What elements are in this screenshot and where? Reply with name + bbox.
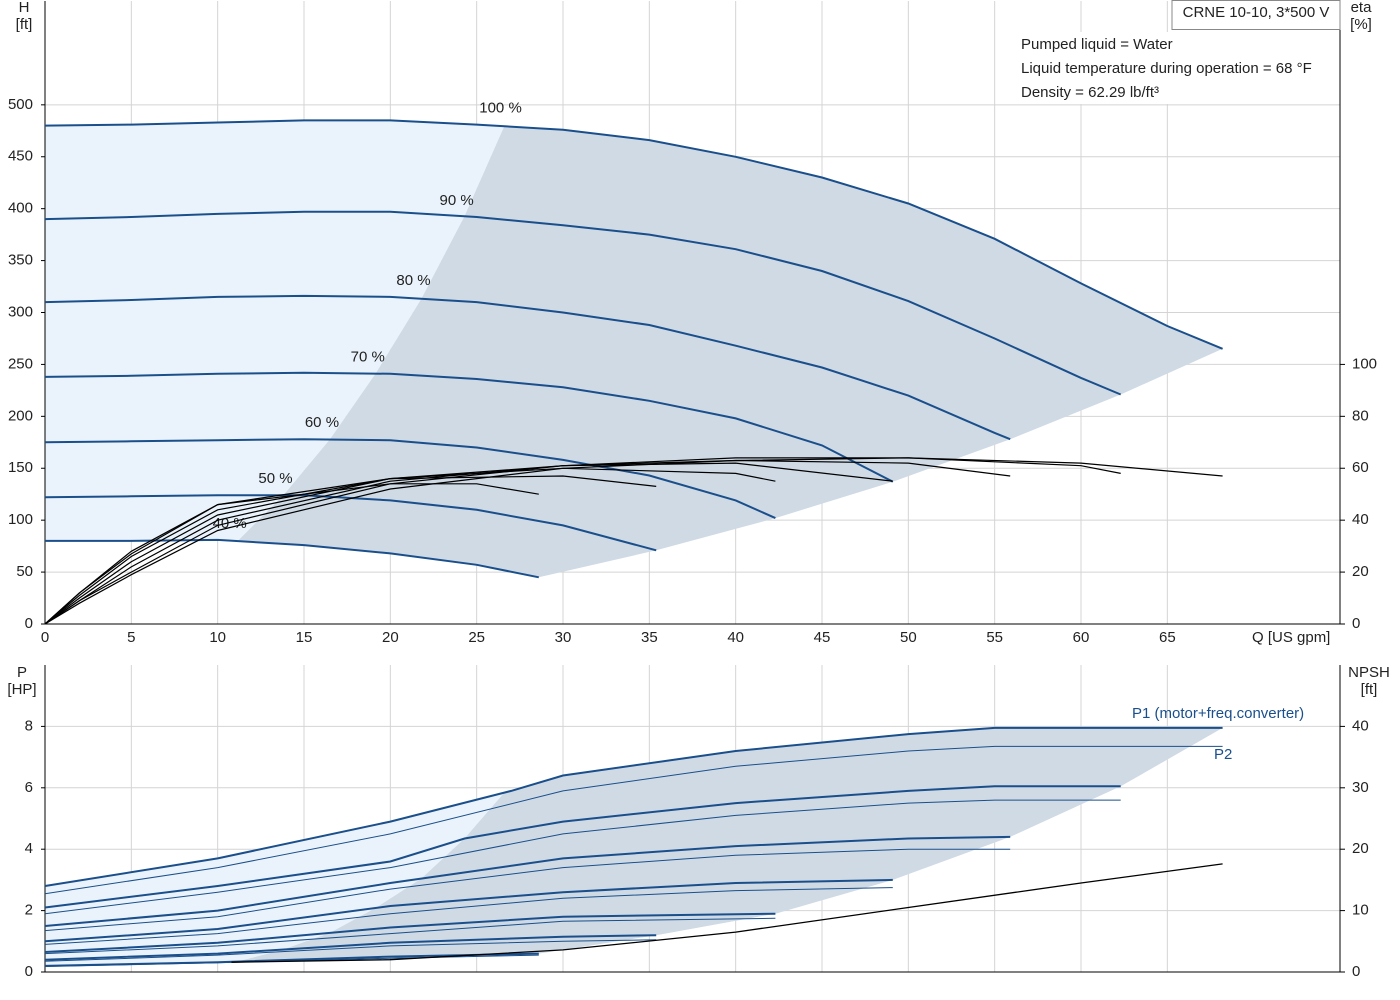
y2-tick-label: 100 (1352, 355, 1377, 372)
y-tick-label: 450 (8, 148, 33, 165)
curve (44, 726, 1223, 887)
y-tick-label: 2 (25, 902, 33, 919)
notes-box (1017, 32, 1339, 104)
y-tick-label: 100 (8, 511, 33, 528)
note: Density = 62.29 lb/ft³ (1021, 84, 1159, 101)
y2-tick-label: 10 (1352, 902, 1369, 919)
y2-tick-label: 0 (1352, 615, 1360, 632)
curve (44, 483, 539, 625)
y2-tick-label: 80 (1352, 407, 1369, 424)
curve-label: 50 % (258, 470, 292, 487)
curve (44, 835, 1011, 927)
curve (44, 887, 893, 945)
curve-label: 90 % (440, 192, 474, 209)
curve (44, 459, 1011, 625)
x-tick-label: 55 (986, 629, 1003, 646)
y2-tick-label: 0 (1352, 963, 1360, 980)
x-axis-label: Q [US gpm] (1252, 629, 1330, 646)
y2-tick-label: 20 (1352, 840, 1369, 857)
curve (44, 462, 893, 625)
y2-axis-label: [ft] (1361, 681, 1378, 698)
x-tick-label: 0 (41, 629, 49, 646)
y-tick-label: 6 (25, 779, 33, 796)
y2-axis-label: eta (1351, 0, 1373, 16)
y2-tick-label: 30 (1352, 779, 1369, 796)
x-tick-label: 65 (1159, 629, 1176, 646)
curve (44, 785, 1121, 909)
y-tick-label: 500 (8, 96, 33, 113)
y-tick-label: 400 (8, 200, 33, 217)
curve (44, 119, 1223, 350)
y2-tick-label: 60 (1352, 459, 1369, 476)
extended-range (45, 120, 505, 542)
y-axis-label: [HP] (7, 681, 36, 698)
curve (44, 371, 894, 483)
x-tick-label: 15 (296, 629, 313, 646)
curve (44, 438, 776, 520)
y-tick-label: 350 (8, 252, 33, 269)
y2-axis-label: [%] (1350, 16, 1372, 33)
x-tick-label: 10 (209, 629, 226, 646)
y-tick-label: 150 (8, 459, 33, 476)
y-tick-label: 200 (8, 407, 33, 424)
y2-tick-label: 40 (1352, 511, 1369, 528)
curve (44, 934, 657, 961)
x-tick-label: 35 (641, 629, 658, 646)
x-tick-label: 20 (382, 629, 399, 646)
curve (44, 878, 893, 943)
curve (44, 939, 657, 962)
curve (44, 745, 1223, 895)
y-axis-label: [ft] (16, 16, 33, 33)
curve (44, 457, 1121, 625)
x-tick-label: 30 (555, 629, 572, 646)
note: Pumped liquid = Water (1021, 36, 1173, 53)
y2-tick-label: 40 (1352, 717, 1369, 734)
y-tick-label: 250 (8, 355, 33, 372)
curve (44, 210, 1122, 396)
y-tick-label: 0 (25, 615, 33, 632)
curve (44, 917, 776, 955)
annotation: P1 (motor+freq.converter) (1132, 705, 1304, 722)
x-tick-label: 5 (127, 629, 135, 646)
operating-range (237, 126, 1223, 578)
y-axis-label: P (17, 664, 27, 681)
y-tick-label: 300 (8, 303, 33, 320)
x-tick-label: 25 (468, 629, 485, 646)
y-axis-label: H (19, 0, 30, 16)
curve (45, 538, 539, 579)
note: Liquid temperature during operation = 68… (1021, 60, 1312, 77)
curve-label: 60 % (305, 414, 339, 431)
curve (44, 912, 776, 953)
y-tick-label: 0 (25, 963, 33, 980)
y2-axis-label: NPSH (1348, 664, 1390, 681)
curve (44, 799, 1121, 915)
extended-range (45, 792, 505, 966)
x-tick-label: 50 (900, 629, 917, 646)
curve (231, 863, 1223, 963)
curve (44, 457, 1223, 625)
x-tick-label: 45 (814, 629, 831, 646)
curve (44, 494, 657, 552)
curve (44, 848, 1011, 932)
title-box (1171, 0, 1341, 30)
annotation: P2 (1214, 746, 1232, 763)
y-tick-label: 4 (25, 840, 33, 857)
curve-label: 70 % (351, 349, 385, 366)
curve (44, 294, 1011, 441)
y-tick-label: 50 (16, 563, 33, 580)
chart-title: CRNE 10-10, 3*500 V (1183, 4, 1330, 21)
y2-tick-label: 20 (1352, 563, 1369, 580)
y-tick-label: 8 (25, 717, 33, 734)
curve-label: 100 % (479, 100, 522, 117)
x-tick-label: 60 (1073, 629, 1090, 646)
x-tick-label: 40 (727, 629, 744, 646)
curve-label: 80 % (396, 272, 430, 289)
